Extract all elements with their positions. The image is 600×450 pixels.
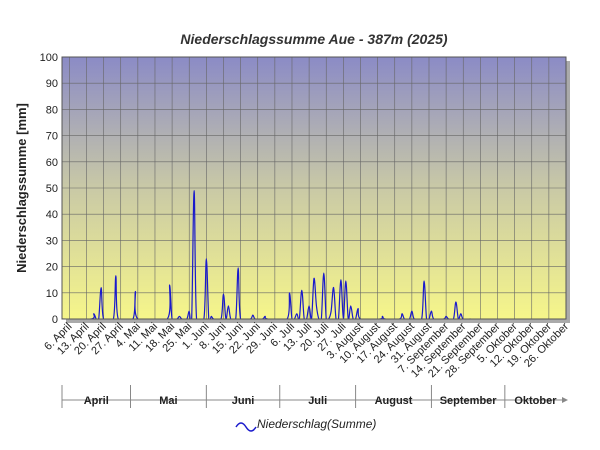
chart-title: Niederschlagssumme Aue - 387m (2025) [180, 31, 447, 47]
y-tick-label: 20 [46, 262, 58, 274]
y-axis-label: Niederschlagssumme [mm] [14, 103, 29, 273]
y-tick-label: 10 [46, 288, 58, 300]
y-tick-label: 60 [46, 157, 58, 169]
y-tick-label: 0 [52, 314, 58, 326]
month-label: August [375, 395, 413, 407]
y-tick-label: 90 [46, 78, 58, 90]
y-tick-label: 80 [46, 104, 58, 116]
legend: Niederschlag(Summe) [235, 417, 376, 432]
month-axis-arrow [562, 397, 568, 403]
legend-label: Niederschlag(Summe) [257, 417, 376, 431]
month-label: September [440, 395, 498, 407]
y-tick-label: 100 [40, 52, 58, 64]
month-label: Juli [308, 395, 327, 407]
month-label: Oktober [514, 395, 557, 407]
legend-swatch [235, 422, 257, 432]
y-tick-label: 40 [46, 209, 58, 221]
y-tick-label: 70 [46, 131, 58, 143]
month-label: Juni [232, 395, 255, 407]
y-tick-label: 30 [46, 235, 58, 247]
month-label: Mai [159, 395, 177, 407]
y-tick-label: 50 [46, 183, 58, 195]
month-label: April [84, 395, 109, 407]
plot-border [61, 56, 567, 320]
